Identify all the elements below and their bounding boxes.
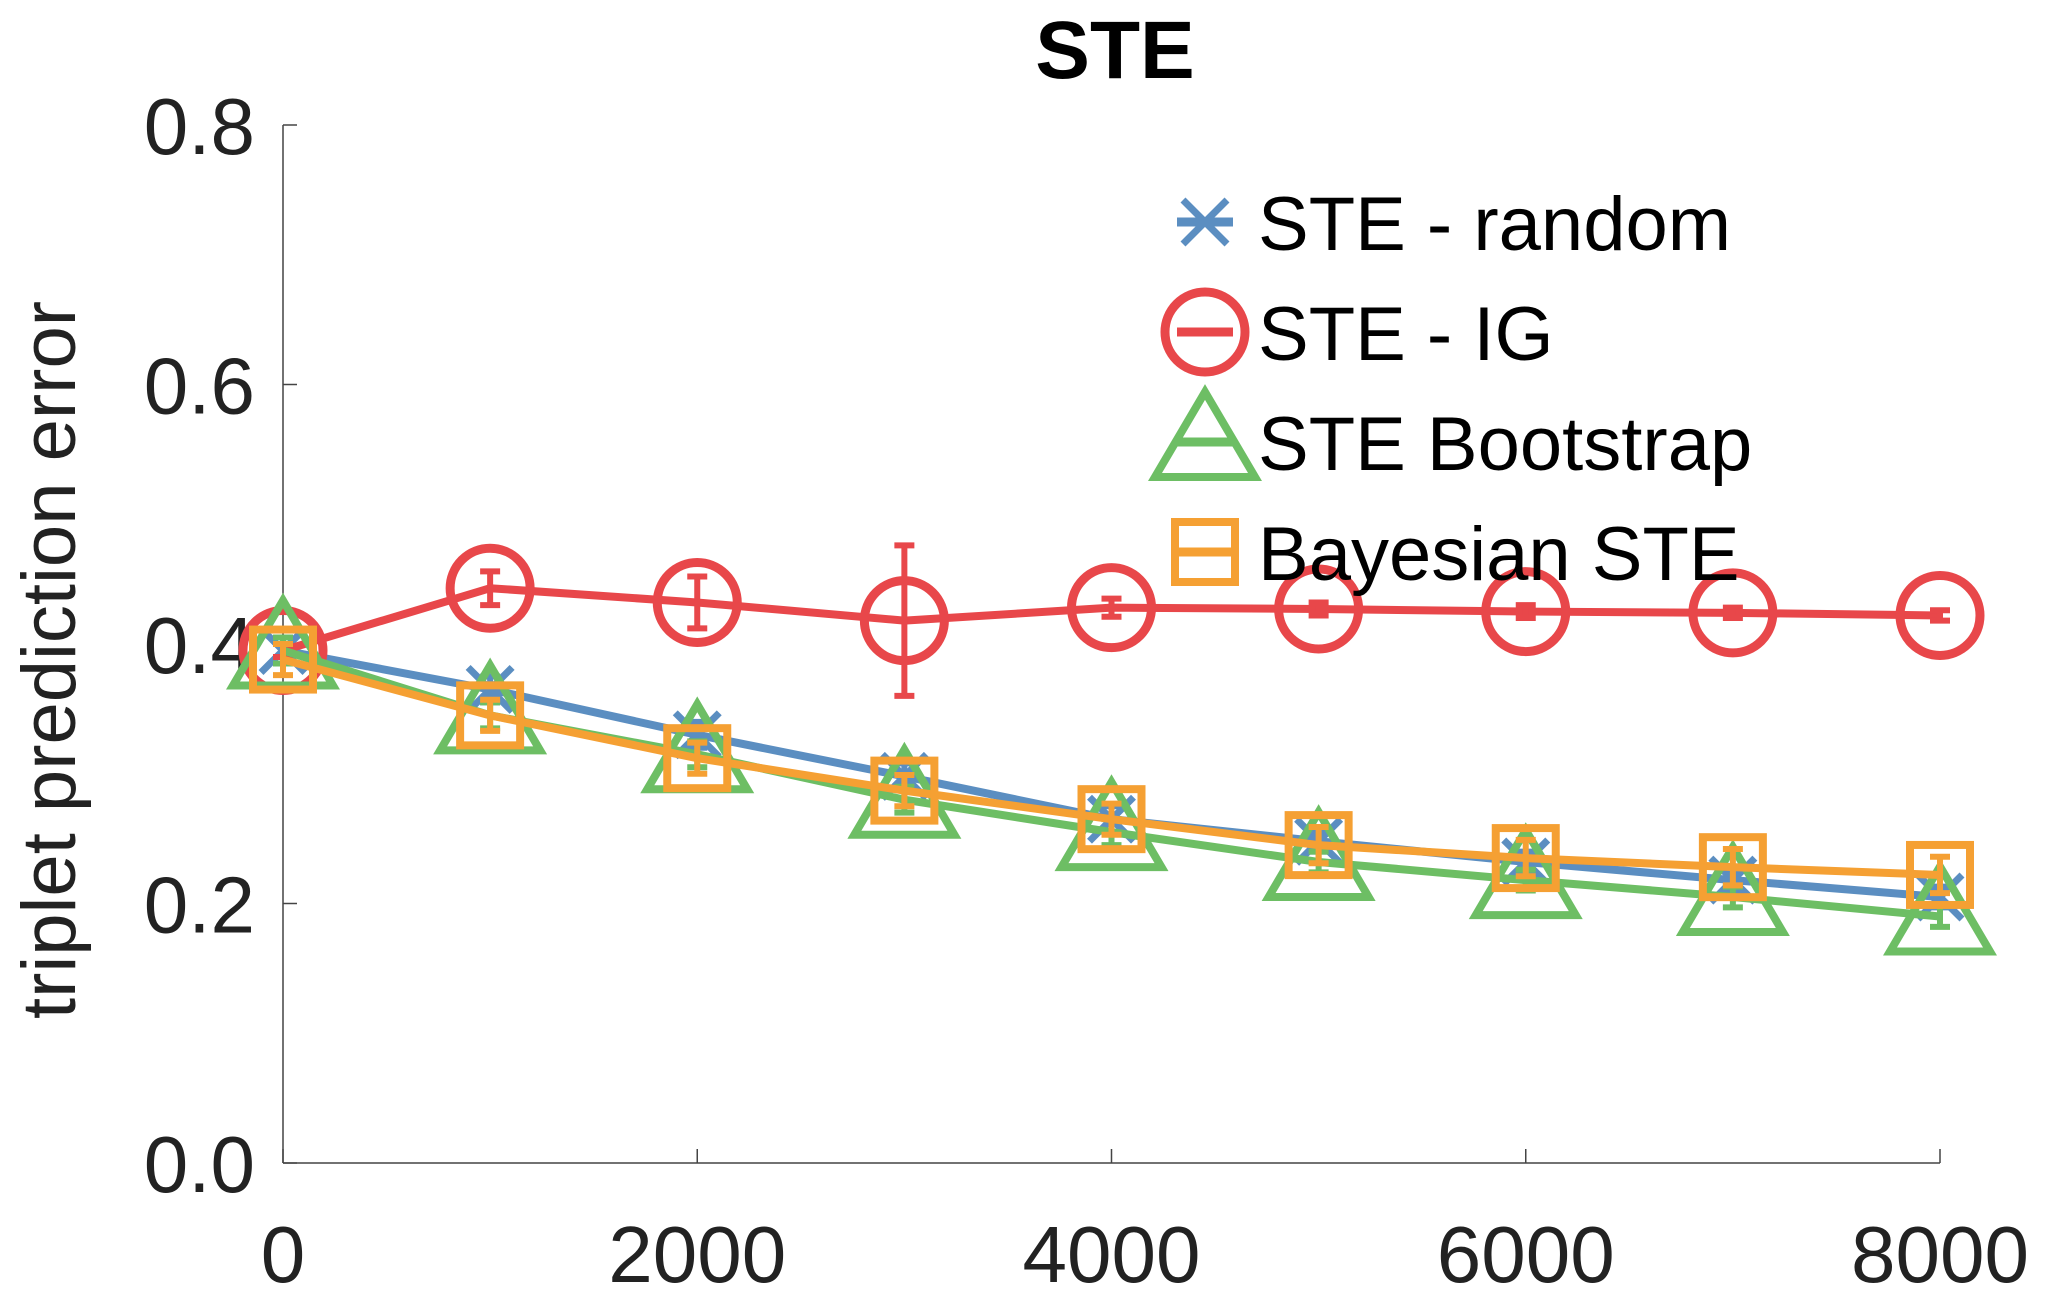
x-tick-label: 8000	[1851, 1210, 2029, 1292]
x-tick-label: 0	[261, 1210, 306, 1292]
data-point	[859, 576, 949, 666]
chart-title: STE	[1035, 5, 1194, 96]
error-bar	[1308, 599, 1329, 619]
legend-label: Bayesian STE	[1258, 512, 1740, 597]
data-point	[1698, 833, 1767, 902]
error-bar	[1930, 853, 1950, 897]
legend-entry: STE - IG	[1160, 287, 1554, 377]
legend-marker	[1148, 384, 1262, 481]
error-bar	[1515, 836, 1536, 880]
error-bar	[1101, 800, 1122, 838]
legend: STE - random STE - IG STE Bootstrap Bayesia…	[1148, 182, 1752, 597]
error-bar	[687, 573, 708, 632]
data-point	[456, 681, 525, 750]
data-point	[1274, 564, 1364, 654]
error-bar	[1515, 602, 1536, 622]
legend-marker	[1160, 287, 1250, 377]
data-point	[1688, 568, 1778, 658]
y-tick-label: 0.2	[144, 861, 255, 950]
y-tick-label: 0.0	[144, 1120, 255, 1209]
legend-label: STE - random	[1258, 182, 1731, 267]
error-bar	[894, 772, 915, 810]
series-bayesian-ste	[249, 625, 1974, 909]
error-bar	[480, 696, 501, 734]
x-tick-label: 4000	[1023, 1210, 1201, 1292]
error-bar	[1722, 846, 1743, 889]
error-bar	[1930, 607, 1950, 624]
error-bar	[1722, 604, 1743, 622]
data-point	[1067, 563, 1156, 653]
data-point	[1284, 811, 1353, 880]
legend-label: STE Bootstrap	[1258, 402, 1752, 487]
legend-entry: STE - random	[1177, 182, 1731, 267]
data-point	[1261, 804, 1376, 901]
error-bar	[1308, 823, 1329, 867]
legend-entry: Bayesian STE	[1171, 512, 1740, 597]
data-point	[1675, 839, 1790, 937]
data-point	[1468, 822, 1583, 920]
data-point	[1906, 840, 1974, 909]
legend-label: STE - IG	[1258, 292, 1554, 377]
series-line	[282, 646, 1941, 901]
data-point	[870, 756, 939, 825]
legend-marker	[1180, 197, 1230, 247]
y-tick-label: 0.8	[144, 82, 255, 171]
data-point	[663, 724, 732, 793]
x-tick-label: 6000	[1437, 1210, 1615, 1292]
data-point	[652, 557, 742, 647]
data-point	[1883, 858, 1997, 956]
data-point	[226, 592, 340, 690]
data-point	[1481, 567, 1571, 657]
error-bar	[1101, 595, 1122, 620]
data-point	[465, 664, 515, 714]
series-group	[226, 542, 1997, 956]
data-point	[1491, 824, 1560, 893]
error-bar	[894, 542, 915, 699]
y-axis-label: triplet prediction error	[7, 301, 92, 1019]
legend-entry: STE Bootstrap	[1148, 384, 1752, 487]
error-bar	[273, 641, 293, 679]
series-ste-ig	[238, 542, 1985, 699]
data-point	[1895, 570, 1985, 660]
data-point	[445, 543, 535, 633]
y-tick-label: 0.6	[144, 342, 255, 431]
error-bar	[687, 739, 708, 777]
legend-marker	[1171, 518, 1239, 586]
error-bar	[480, 568, 501, 609]
x-tick-label: 2000	[608, 1210, 786, 1292]
data-point	[249, 625, 317, 694]
data-point	[1077, 785, 1146, 854]
